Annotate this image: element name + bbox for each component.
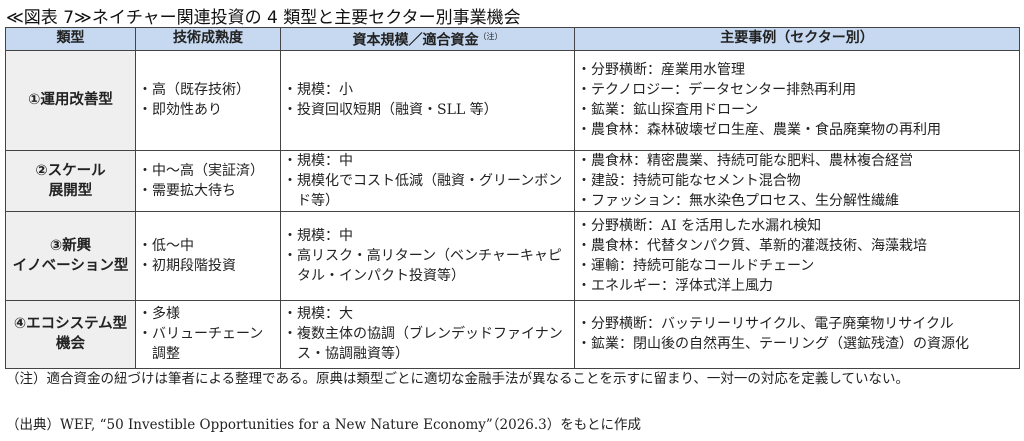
examples-item: 鉱業：鉱山探査用ドローン	[581, 100, 1013, 120]
examples-item: 分野横断：バッテリーリサイクル、電子廃棄物リサイクル	[581, 314, 1013, 334]
investment-types-table: 類型 技術成熟度 資本規模／適合資金（注） 主要事例（セクター別） ①運用改善型…	[5, 27, 1020, 369]
maturity-item: 多様	[142, 304, 274, 324]
maturity-cell: 高（既存技術）即効性あり	[135, 49, 281, 151]
examples-item: エネルギー：浮体式洋上風力	[581, 276, 1013, 296]
examples-item: 運輸：持続可能なコールドチェーン	[581, 256, 1013, 276]
header-maturity: 技術成熟度	[135, 27, 281, 51]
examples-item: 農食林：精密農業、持続可能な肥料、農林複合経営	[581, 151, 1013, 171]
table-row: ③新興イノベーション型低～中初期段階投資規模：中高リスク・高リターン（ベンチャー…	[5, 210, 1020, 301]
table-row: ④エコシステム型機会多様バリューチェーン調整規模：大複数主体の協調（ブレンデッド…	[5, 299, 1020, 369]
capital-cell: 規模：小投資回収短期（融資・SLL 等）	[280, 49, 575, 151]
type-cell: ①運用改善型	[5, 49, 136, 151]
header-examples: 主要事例（セクター別）	[574, 27, 1020, 51]
type-cell: ④エコシステム型 機会	[5, 299, 136, 369]
maturity-item: バリューチェーン調整	[142, 324, 274, 364]
header-capital-label: 資本規模／適合資金	[352, 32, 479, 49]
examples-item: 農食林：森林破壊ゼロ生産、農業・食品廃棄物の再利用	[581, 120, 1013, 140]
type-cell: ③新興イノベーション型	[5, 210, 136, 301]
type-label: イノベーション型	[12, 257, 129, 274]
capital-cell: 規模：中規模化でコスト低減（融資・グリーンボンド等）	[280, 149, 575, 212]
examples-item: 農食林：代替タンパク質、革新的灌漑技術、海藻栽培	[581, 236, 1013, 256]
capital-item: 規模：小	[287, 80, 568, 100]
table-row: ①運用改善型高（既存技術）即効性あり規模：小投資回収短期（融資・SLL 等）分野…	[5, 49, 1020, 151]
capital-item: 規模：中	[287, 151, 568, 171]
examples-item: テクノロジー：データセンター排熱再利用	[581, 80, 1013, 100]
type-label: ④エコシステム型	[13, 316, 128, 333]
type-label: 機会	[56, 336, 85, 353]
examples-item: 建設：持続可能なセメント混合物	[581, 171, 1013, 191]
examples-cell: 分野横断：バッテリーリサイクル、電子廃棄物リサイクル鉱業：閉山後の自然再生、テー…	[574, 299, 1020, 369]
header-capital: 資本規模／適合資金（注）	[280, 27, 575, 51]
examples-cell: 農食林：精密農業、持続可能な肥料、農林複合経営建設：持続可能なセメント混合物ファ…	[574, 149, 1020, 212]
note-mark: （注）	[478, 32, 503, 41]
type-label: ③新興	[49, 237, 92, 254]
maturity-item: 中～高（実証済）	[142, 161, 274, 181]
examples-item: 分野横断：産業用水管理	[581, 60, 1013, 80]
examples-item: ファッション：無水染色プロセス、生分解性繊維	[581, 191, 1013, 211]
capital-item: 高リスク・高リターン（ベンチャーキャピタル・インパクト投資等）	[287, 246, 568, 286]
maturity-item: 初期段階投資	[142, 256, 274, 276]
capital-item: 規模：中	[287, 226, 568, 246]
maturity-cell: 中～高（実証済）需要拡大待ち	[135, 149, 281, 212]
capital-cell: 規模：中高リスク・高リターン（ベンチャーキャピタル・インパクト投資等）	[280, 210, 575, 301]
examples-item: 鉱業：閉山後の自然再生、テーリング（選鉱残渣）の資源化	[581, 334, 1013, 354]
maturity-item: 高（既存技術）	[142, 80, 274, 100]
capital-item: 規模化でコスト低減（融資・グリーンボンド等）	[287, 171, 568, 211]
capital-cell: 規模：大複数主体の協調（ブレンデッドファイナンス・協調融資等）	[280, 299, 575, 369]
capital-item: 複数主体の協調（ブレンデッドファイナンス・協調融資等）	[287, 324, 568, 364]
maturity-cell: 多様バリューチェーン調整	[135, 299, 281, 369]
maturity-item: 即効性あり	[142, 100, 274, 120]
table-row: ②スケール展開型中～高（実証済）需要拡大待ち規模：中規模化でコスト低減（融資・グ…	[5, 149, 1020, 212]
type-cell: ②スケール展開型	[5, 149, 136, 212]
header-type: 類型	[5, 27, 136, 51]
maturity-cell: 低～中初期段階投資	[135, 210, 281, 301]
table-header-row: 類型 技術成熟度 資本規模／適合資金（注） 主要事例（セクター別）	[5, 27, 1020, 51]
capital-item: 規模：大	[287, 304, 568, 324]
capital-item: 投資回収短期（融資・SLL 等）	[287, 100, 568, 120]
type-label: ②スケール	[35, 162, 106, 179]
type-label: 展開型	[48, 182, 93, 199]
type-label: ①運用改善型	[28, 92, 113, 109]
examples-item: 分野横断：AI を活用した水漏れ検知	[581, 216, 1013, 236]
examples-cell: 分野横断：AI を活用した水漏れ検知農食林：代替タンパク質、革新的灌漑技術、海藻…	[574, 210, 1020, 301]
figure-title: ≪図表 7≫ネイチャー関連投資の 4 類型と主要セクター別事業機会	[6, 8, 521, 28]
examples-cell: 分野横断：産業用水管理テクノロジー：データセンター排熱再利用鉱業：鉱山探査用ドロ…	[574, 49, 1020, 151]
source-note: （出典）WEF, “50 Investible Opportunities fo…	[6, 417, 642, 433]
footnote: （注）適合資金の紐づけは筆者による整理である。原典は類型ごとに適切な金融手法が異…	[6, 371, 910, 387]
maturity-item: 低～中	[142, 236, 274, 256]
maturity-item: 需要拡大待ち	[142, 181, 274, 201]
